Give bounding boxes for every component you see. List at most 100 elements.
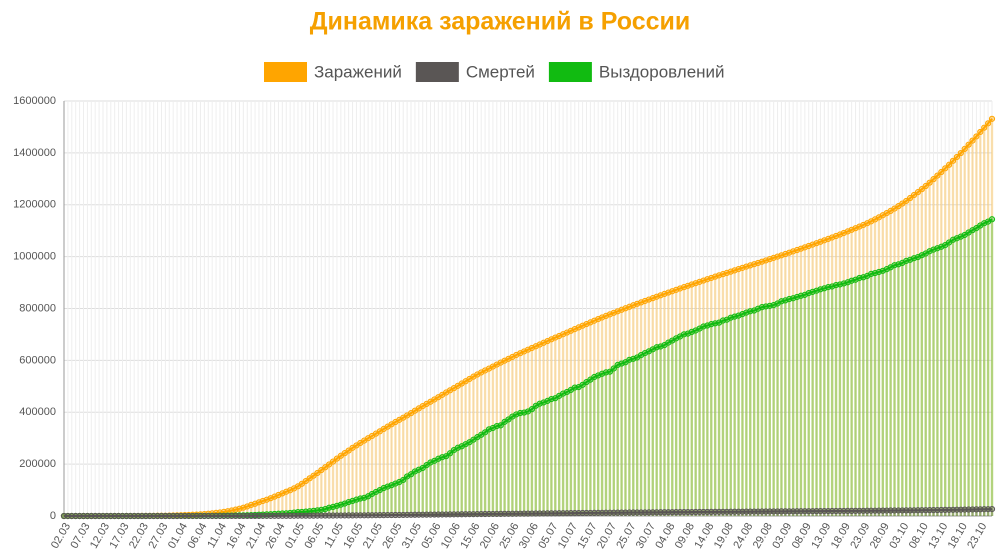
drop-bar xyxy=(870,274,872,516)
drop-bar xyxy=(406,476,408,516)
point xyxy=(970,138,975,143)
drop-bar xyxy=(956,238,958,516)
drop-bar xyxy=(683,334,685,516)
drop-bar xyxy=(644,353,646,516)
drop-bar xyxy=(597,375,599,516)
drop-bar xyxy=(628,360,630,516)
drop-bar xyxy=(613,368,615,516)
drop-bar xyxy=(772,305,774,516)
legend-label: Заражений xyxy=(314,62,402,81)
drop-bar xyxy=(800,296,802,516)
drop-bar xyxy=(519,413,521,516)
y-tick-label: 200000 xyxy=(19,458,56,470)
drop-bar xyxy=(515,414,517,516)
drop-bar xyxy=(944,245,946,516)
drop-bar xyxy=(921,255,923,516)
legend-swatch xyxy=(264,62,307,82)
drop-bar xyxy=(893,265,895,516)
drop-bar xyxy=(574,388,576,516)
drop-bar xyxy=(648,351,650,516)
drop-bar xyxy=(605,372,607,516)
drop-bar xyxy=(616,365,618,516)
drop-bar xyxy=(640,355,642,516)
drop-bar xyxy=(601,374,603,516)
drop-bar xyxy=(780,301,782,516)
drop-bar xyxy=(593,377,595,516)
drop-bar xyxy=(659,346,661,516)
drop-bar xyxy=(726,320,728,516)
drop-bar xyxy=(983,223,985,516)
drop-bar xyxy=(418,470,420,516)
drop-bar xyxy=(936,248,938,516)
drop-bar xyxy=(757,309,759,516)
drop-bar xyxy=(975,228,977,516)
legend-swatch xyxy=(549,62,592,82)
drop-bar xyxy=(960,237,962,516)
drop-bar xyxy=(964,235,966,516)
drop-bar xyxy=(854,280,856,516)
drop-bar xyxy=(410,474,412,516)
drop-bar xyxy=(414,471,416,516)
drop-bar xyxy=(811,292,813,516)
drop-bar xyxy=(624,362,626,516)
drop-bar xyxy=(691,332,693,516)
legend-label: Выздоровлений xyxy=(599,62,725,81)
drop-bar xyxy=(554,398,556,516)
drop-bar xyxy=(667,343,669,516)
drop-bar xyxy=(429,462,431,516)
drop-bar xyxy=(433,461,435,516)
drop-bar xyxy=(866,276,868,516)
drop-bar xyxy=(425,465,427,516)
drop-bar xyxy=(733,317,735,516)
drop-bar xyxy=(550,399,552,516)
drop-bar xyxy=(402,480,404,516)
drop-bar xyxy=(948,242,950,516)
drop-bar xyxy=(850,281,852,516)
drop-bar xyxy=(932,250,934,516)
drop-bar xyxy=(819,289,821,516)
drop-bar xyxy=(484,432,486,516)
drop-bar xyxy=(632,359,634,516)
point xyxy=(982,125,987,130)
point xyxy=(974,134,979,139)
y-tick-label: 600000 xyxy=(19,354,56,366)
drop-bar xyxy=(538,404,540,516)
drop-bar xyxy=(913,258,915,516)
drop-bar xyxy=(940,247,942,516)
y-tick-label: 1400000 xyxy=(13,147,56,159)
drop-bar xyxy=(928,251,930,516)
drop-bar xyxy=(925,253,927,516)
drop-bar xyxy=(542,402,544,516)
y-tick-label: 1600000 xyxy=(13,95,56,107)
drop-bar xyxy=(761,307,763,516)
drop-bar xyxy=(437,459,439,516)
drop-bar xyxy=(796,297,798,516)
drop-bar xyxy=(784,300,786,516)
drop-bar xyxy=(718,323,720,516)
drop-bar xyxy=(967,233,969,516)
drop-bar xyxy=(694,330,696,516)
drop-bar xyxy=(652,349,654,516)
drop-bar xyxy=(496,426,498,516)
drop-bar xyxy=(386,487,388,516)
legend-label: Смертей xyxy=(466,62,535,81)
drop-bar xyxy=(827,287,829,516)
drop-bar xyxy=(675,338,677,516)
point xyxy=(962,146,967,151)
drop-bar xyxy=(461,446,463,516)
drop-bar xyxy=(589,380,591,516)
point xyxy=(978,129,983,134)
drop-bar xyxy=(464,444,466,516)
drop-bar xyxy=(698,329,700,516)
drop-bar xyxy=(808,293,810,516)
drop-bar xyxy=(991,219,993,516)
drop-bar xyxy=(858,278,860,516)
drop-bar xyxy=(577,387,579,516)
drop-bar xyxy=(979,226,981,517)
drop-bar xyxy=(714,323,716,516)
drop-bar xyxy=(886,269,888,516)
drop-bar xyxy=(749,311,751,516)
drop-bar xyxy=(441,457,443,516)
drop-bar xyxy=(422,468,424,516)
drop-bar xyxy=(687,334,689,516)
